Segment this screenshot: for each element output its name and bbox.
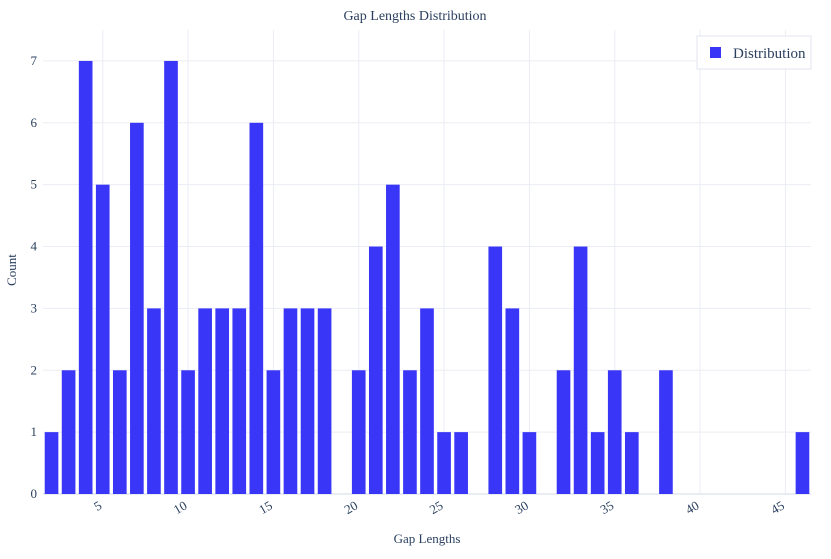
x-tick-label: 25: [427, 498, 446, 517]
bar[interactable]: [437, 432, 451, 494]
y-tick-label: 1: [31, 424, 38, 439]
bar[interactable]: [505, 308, 520, 494]
bar[interactable]: [130, 122, 144, 495]
bar[interactable]: [488, 246, 503, 494]
bar[interactable]: [573, 246, 588, 494]
bar[interactable]: [300, 308, 315, 494]
bar[interactable]: [795, 432, 810, 494]
y-tick-label: 0: [31, 486, 38, 501]
bar[interactable]: [556, 370, 571, 494]
x-tick-label: 5: [91, 498, 104, 514]
bar[interactable]: [454, 432, 468, 494]
x-tick-label: 20: [341, 498, 360, 517]
bar[interactable]: [112, 370, 127, 494]
legend-swatch: [710, 47, 721, 58]
bar[interactable]: [215, 308, 230, 494]
y-tick-label: 2: [31, 362, 38, 377]
x-tick-label: 10: [171, 498, 190, 517]
bar[interactable]: [232, 308, 247, 494]
bar[interactable]: [522, 432, 537, 494]
bar[interactable]: [198, 308, 212, 494]
bar[interactable]: [403, 370, 417, 494]
bar[interactable]: [317, 308, 332, 494]
x-tick-label: 30: [512, 498, 531, 517]
y-tick-label: 5: [31, 177, 38, 192]
bar[interactable]: [266, 370, 281, 494]
bar[interactable]: [386, 184, 400, 494]
bar[interactable]: [590, 432, 605, 494]
y-tick-label: 4: [31, 239, 38, 254]
x-tick-label: 40: [683, 498, 702, 517]
bar[interactable]: [61, 370, 76, 494]
bar[interactable]: [624, 432, 639, 494]
bar[interactable]: [147, 308, 161, 494]
y-axis-title: Count: [4, 254, 19, 286]
x-axis-title: Gap Lengths: [394, 531, 461, 546]
y-tick-label: 3: [31, 300, 38, 315]
bar[interactable]: [44, 432, 59, 494]
bar[interactable]: [420, 308, 434, 494]
chart-title: Gap Lengths Distribution: [343, 9, 486, 24]
bar[interactable]: [181, 370, 195, 494]
bar[interactable]: [249, 122, 264, 495]
legend-label: Distribution: [733, 46, 806, 62]
bar[interactable]: [283, 308, 298, 494]
bar[interactable]: [78, 60, 93, 494]
legend[interactable]: Distribution: [696, 35, 812, 70]
bar[interactable]: [607, 370, 622, 494]
bar[interactable]: [95, 184, 110, 494]
bar[interactable]: [164, 60, 178, 494]
y-tick-label: 7: [31, 53, 38, 68]
bar[interactable]: [659, 370, 673, 494]
bar[interactable]: [351, 370, 366, 494]
x-tick-label: 15: [256, 498, 275, 517]
bars: [44, 60, 810, 495]
y-axis-ticks: 0 1 2 3 4 5 6 7: [31, 53, 38, 501]
x-tick-label: 45: [768, 498, 787, 517]
y-tick-label: 6: [31, 115, 38, 130]
x-tick-label: 35: [597, 498, 616, 517]
bar[interactable]: [368, 246, 383, 494]
x-axis-ticks: 5 10 15 20 25 30 35 40 45: [91, 498, 787, 517]
